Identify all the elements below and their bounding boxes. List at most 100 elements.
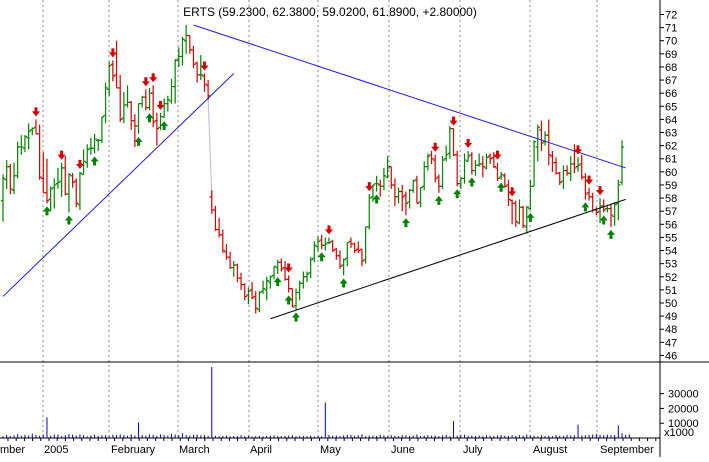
price-tick-label: 72 (665, 9, 677, 21)
price-bar (506, 179, 511, 206)
price-bar (4, 160, 9, 189)
price-bar (264, 276, 269, 301)
price-bar (301, 271, 306, 289)
price-bar (187, 34, 192, 54)
price-bar (103, 82, 108, 124)
price-tick-label: 71 (665, 23, 677, 35)
price-bar (242, 283, 247, 301)
price-bar (608, 204, 614, 227)
x-axis-label: May (320, 444, 341, 456)
price-bar (0, 174, 6, 222)
sell-signal-arrow (284, 263, 293, 273)
price-bar (180, 36, 185, 66)
price-bar (22, 135, 28, 153)
buy-signal-arrow (145, 113, 154, 123)
price-bar (107, 61, 112, 96)
sell-signal-arrow (324, 225, 333, 235)
price-tick-label: 49 (665, 311, 677, 323)
price-tick-label: 51 (665, 285, 677, 297)
price-bar (524, 205, 529, 234)
price-bar (323, 237, 328, 251)
price-bar (619, 140, 625, 185)
price-bar (37, 124, 42, 180)
x-axis-label: June (391, 444, 415, 456)
trendline-lower-support-right (270, 198, 626, 320)
price-tick-label: 50 (665, 298, 677, 310)
price-bar (253, 291, 258, 314)
price-bar (400, 184, 405, 212)
price-bar (564, 165, 570, 176)
price-bar (414, 175, 420, 204)
price-bar (114, 40, 119, 89)
price-bar (447, 125, 453, 159)
price-bar (498, 171, 504, 180)
trendline-lower-support-left (2, 73, 235, 297)
price-tick-label: 68 (665, 62, 677, 74)
price-bar (385, 156, 390, 179)
buy-signal-arrow (497, 182, 506, 192)
price-bar (392, 178, 398, 206)
buy-signal-arrow (292, 312, 301, 322)
signal-arrows-layer (31, 48, 616, 322)
buy-signal-arrow (453, 189, 462, 199)
price-bar (462, 153, 467, 184)
buy-signal-arrow (64, 215, 73, 225)
price-bar (403, 191, 409, 216)
price-bar (378, 179, 383, 197)
price-bar (407, 188, 412, 209)
price-bar (202, 73, 207, 92)
chart-title: ERTS (59.2300, 62.3800, 59.0200, 61.8900… (183, 5, 477, 19)
buy-signal-arrow (467, 177, 476, 187)
price-bar (528, 179, 533, 210)
price-bar (227, 251, 233, 269)
buy-signal-arrow (607, 229, 616, 239)
price-bar (440, 156, 445, 189)
price-bar (260, 280, 266, 294)
price-bar (52, 178, 57, 209)
grid-layer (42, 0, 598, 438)
price-bar (517, 199, 522, 225)
sell-signal-arrow (156, 100, 165, 110)
price-bar (454, 150, 460, 187)
buy-signal-arrow (317, 252, 326, 262)
price-bar (147, 87, 152, 111)
price-tick-label: 62 (665, 141, 677, 153)
price-bar (158, 112, 163, 130)
price-bar (132, 114, 138, 147)
buy-signal-arrow (284, 295, 293, 305)
price-bar (330, 240, 335, 252)
sell-signal-arrow (464, 138, 473, 148)
price-bar (334, 247, 339, 260)
price-bar (476, 153, 482, 167)
buy-signal-arrow (339, 278, 348, 288)
price-bar (271, 265, 277, 280)
price-bar (128, 101, 134, 130)
price-bar (568, 156, 573, 182)
price-bar (121, 91, 127, 124)
price-bar (26, 123, 31, 150)
buy-signal-arrow (434, 195, 443, 205)
price-bar (491, 152, 497, 168)
price-bar (268, 275, 273, 289)
price-bar (422, 161, 427, 191)
buy-signal-arrow (401, 218, 410, 228)
sell-signal-arrow (200, 61, 209, 71)
price-bar (282, 261, 288, 281)
price-bar (286, 275, 291, 293)
price-bar (326, 237, 332, 244)
price-tick-label: 55 (665, 232, 677, 244)
price-tick-label: 60 (665, 167, 677, 179)
price-bar (88, 137, 94, 155)
buy-signal-arrow (526, 212, 535, 222)
price-bar (92, 133, 97, 154)
price-bar (579, 154, 584, 180)
sell-signal-arrow (149, 73, 158, 83)
axis-layer: mber 2005 February March April May June July Aug… (0, 9, 699, 456)
volume-tick-label: 30000 (668, 389, 699, 401)
price-bar (535, 124, 540, 162)
price-bar (411, 179, 416, 193)
price-bar (601, 199, 606, 213)
volume-bars-layer (2, 367, 630, 438)
sell-signal-arrow (508, 187, 517, 197)
